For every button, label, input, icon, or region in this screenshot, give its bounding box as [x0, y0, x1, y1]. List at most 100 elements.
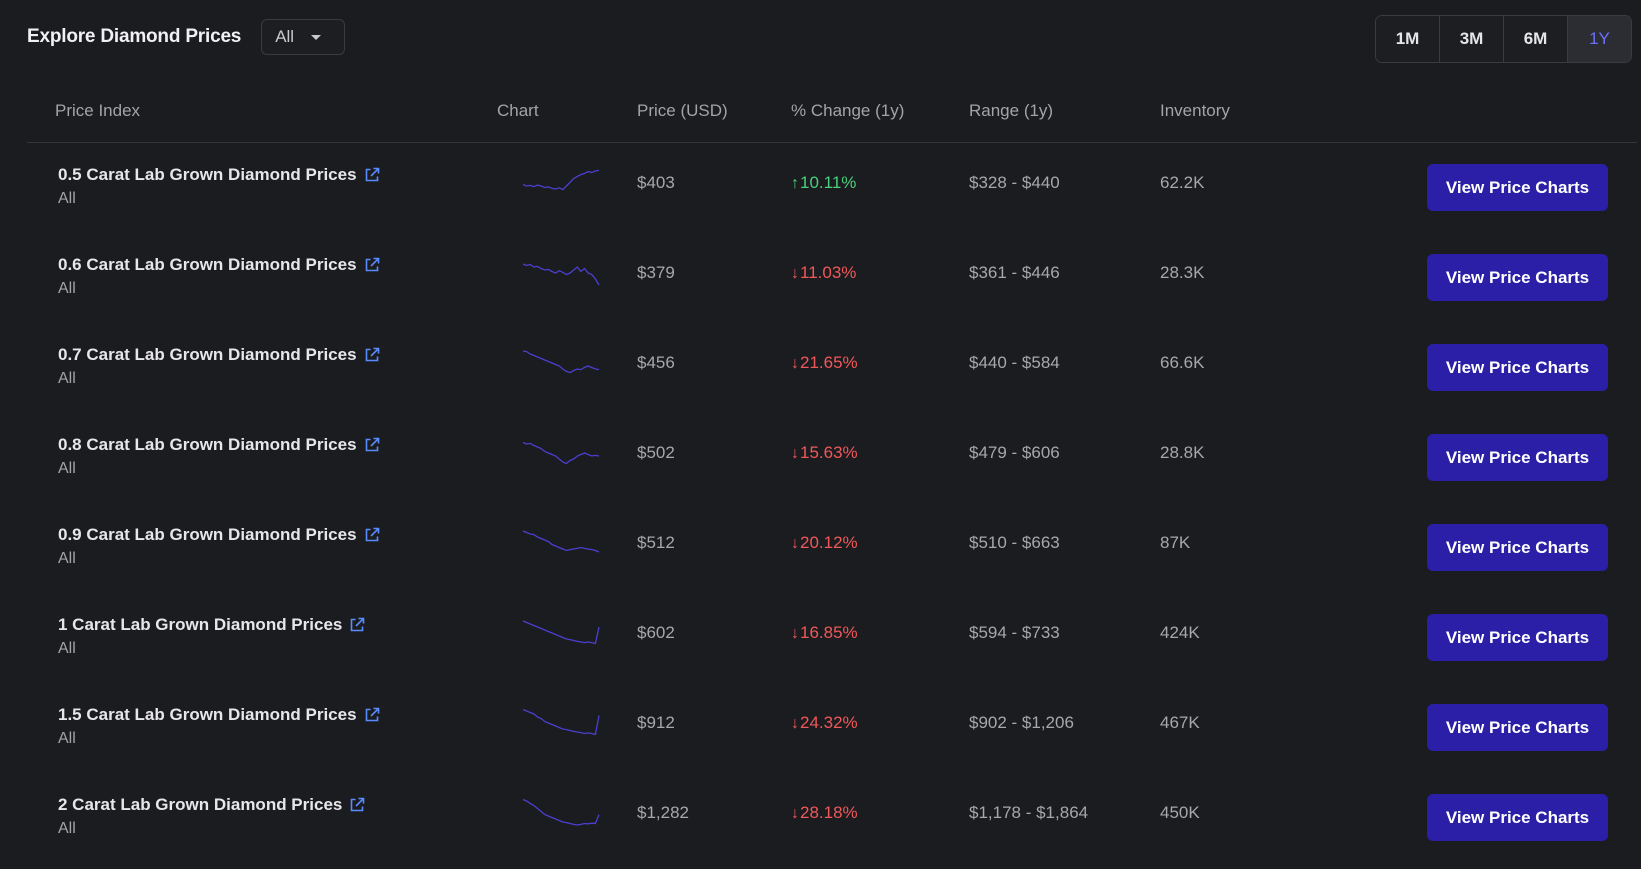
price-index-name: 0.9 Carat Lab Grown Diamond Prices: [58, 525, 357, 544]
column-header-price-index: Price Index: [55, 101, 141, 120]
page-title: Explore Diamond Prices: [27, 26, 242, 47]
price-index-link[interactable]: 0.6 Carat Lab Grown Diamond Prices: [58, 255, 381, 275]
table-row: 2 Carat Lab Grown Diamond Prices All $1,28…: [27, 773, 1637, 863]
change-cell: ↓21.65%: [791, 353, 858, 373]
view-price-charts-button[interactable]: View Price Charts: [1427, 164, 1608, 211]
price-cell: $602: [637, 623, 675, 642]
sparkline-series: [522, 708, 600, 736]
price-table-body: 0.5 Carat Lab Grown Diamond Prices All $40…: [27, 143, 1637, 863]
view-price-charts-button[interactable]: View Price Charts: [1427, 794, 1608, 841]
table-row: 0.6 Carat Lab Grown Diamond Prices All $37…: [27, 233, 1637, 323]
range-cell: $328 - $440: [969, 173, 1060, 192]
change-cell: ↓11.03%: [791, 263, 856, 283]
price-index-cell: 0.5 Carat Lab Grown Diamond Prices All: [58, 165, 381, 208]
table-header: Price Index Chart Price (USD) % Change (…: [27, 88, 1637, 143]
change-cell: ↓15.63%: [791, 443, 858, 463]
price-index-cell: 0.7 Carat Lab Grown Diamond Prices All: [58, 345, 381, 388]
price-cell: $456: [637, 353, 675, 372]
arrow-down-icon: ↓: [791, 265, 799, 282]
price-index-name: 2 Carat Lab Grown Diamond Prices: [58, 795, 343, 814]
view-price-charts-button[interactable]: View Price Charts: [1427, 524, 1608, 571]
range-cell: $902 - $1,206: [969, 713, 1074, 732]
arrow-down-icon: ↓: [791, 625, 799, 642]
sparkline-series: [522, 169, 600, 191]
price-cell: $379: [637, 263, 675, 282]
price-index-link[interactable]: 0.8 Carat Lab Grown Diamond Prices: [58, 435, 381, 455]
price-index-link[interactable]: 2 Carat Lab Grown Diamond Prices: [58, 795, 366, 815]
change-cell: ↓20.12%: [791, 533, 858, 553]
inventory-cell: 450K: [1160, 803, 1200, 822]
view-price-charts-button[interactable]: View Price Charts: [1427, 704, 1608, 751]
sparkline-chart: [522, 263, 600, 286]
price-index-link[interactable]: 0.9 Carat Lab Grown Diamond Prices: [58, 525, 381, 545]
view-price-charts-button[interactable]: View Price Charts: [1427, 434, 1608, 481]
price-index-name: 1 Carat Lab Grown Diamond Prices: [58, 615, 343, 634]
view-price-charts-button[interactable]: View Price Charts: [1427, 614, 1608, 661]
inventory-cell: 467K: [1160, 713, 1200, 732]
sparkline-chart: [522, 620, 600, 645]
inventory-cell: 28.3K: [1160, 263, 1205, 282]
arrow-down-icon: ↓: [791, 355, 799, 372]
external-link-icon[interactable]: [363, 706, 381, 724]
range-button-1y[interactable]: 1Y: [1567, 16, 1631, 62]
view-price-charts-button[interactable]: View Price Charts: [1427, 344, 1608, 391]
range-button-6m[interactable]: 6M: [1503, 16, 1567, 62]
sparkline-series: [522, 263, 600, 286]
column-header-price: Price (USD): [637, 101, 728, 120]
price-index-link[interactable]: 0.5 Carat Lab Grown Diamond Prices: [58, 165, 381, 185]
price-index-subtitle: All: [58, 370, 76, 387]
external-link-icon[interactable]: [348, 796, 366, 814]
price-index-subtitle: All: [58, 550, 76, 567]
price-index-subtitle: All: [58, 460, 76, 477]
table-row: 0.8 Carat Lab Grown Diamond Prices All $50…: [27, 413, 1637, 503]
table-row: 1 Carat Lab Grown Diamond Prices All $602 ↓…: [27, 593, 1637, 683]
range-cell: $510 - $663: [969, 533, 1060, 552]
change-cell: ↓28.18%: [791, 803, 858, 823]
sparkline-series: [522, 530, 600, 553]
change-cell: ↓24.32%: [791, 713, 858, 733]
change-value: 10.11%: [800, 173, 857, 192]
price-index-cell: 1 Carat Lab Grown Diamond Prices All: [58, 615, 366, 658]
price-index-cell: 0.6 Carat Lab Grown Diamond Prices All: [58, 255, 381, 298]
sparkline-chart: [522, 798, 600, 826]
inventory-cell: 66.6K: [1160, 353, 1205, 372]
filter-select[interactable]: All: [261, 19, 346, 55]
column-header-chart: Chart: [497, 101, 539, 120]
caret-down-icon: [311, 34, 322, 40]
price-index-name: 0.8 Carat Lab Grown Diamond Prices: [58, 435, 357, 454]
price-index-link[interactable]: 1 Carat Lab Grown Diamond Prices: [58, 615, 366, 635]
range-cell: $440 - $584: [969, 353, 1060, 372]
price-index-cell: 0.9 Carat Lab Grown Diamond Prices All: [58, 525, 381, 568]
arrow-down-icon: ↓: [791, 445, 799, 462]
price-index-subtitle: All: [58, 730, 76, 747]
range-button-3m[interactable]: 3M: [1439, 16, 1503, 62]
range-button-1m[interactable]: 1M: [1376, 16, 1439, 62]
arrow-up-icon: ↑: [791, 175, 799, 192]
change-cell: ↑10.11%: [791, 173, 856, 193]
price-index-link[interactable]: 1.5 Carat Lab Grown Diamond Prices: [58, 705, 381, 725]
external-link-icon[interactable]: [363, 256, 381, 274]
inventory-cell: 28.8K: [1160, 443, 1205, 462]
external-link-icon[interactable]: [363, 526, 381, 544]
price-index-subtitle: All: [58, 190, 76, 207]
change-value: 16.85%: [800, 623, 858, 642]
price-index-subtitle: All: [58, 280, 76, 297]
sparkline-chart: [522, 441, 600, 465]
header: Explore Diamond Prices All: [27, 19, 346, 55]
column-header-inventory: Inventory: [1160, 101, 1230, 120]
external-link-icon[interactable]: [363, 436, 381, 454]
external-link-icon[interactable]: [348, 616, 366, 634]
sparkline-series: [522, 441, 600, 465]
arrow-down-icon: ↓: [791, 715, 799, 732]
change-cell: ↓16.85%: [791, 623, 858, 643]
range-cell: $594 - $733: [969, 623, 1060, 642]
external-link-icon[interactable]: [363, 346, 381, 364]
external-link-icon[interactable]: [363, 166, 381, 184]
change-value: 24.32%: [800, 713, 858, 732]
filter-select-value: All: [275, 27, 295, 46]
sparkline-series: [522, 798, 600, 826]
sparkline-series: [522, 620, 600, 645]
view-price-charts-button[interactable]: View Price Charts: [1427, 254, 1608, 301]
price-index-link[interactable]: 0.7 Carat Lab Grown Diamond Prices: [58, 345, 381, 365]
price-index-name: 0.5 Carat Lab Grown Diamond Prices: [58, 165, 357, 184]
